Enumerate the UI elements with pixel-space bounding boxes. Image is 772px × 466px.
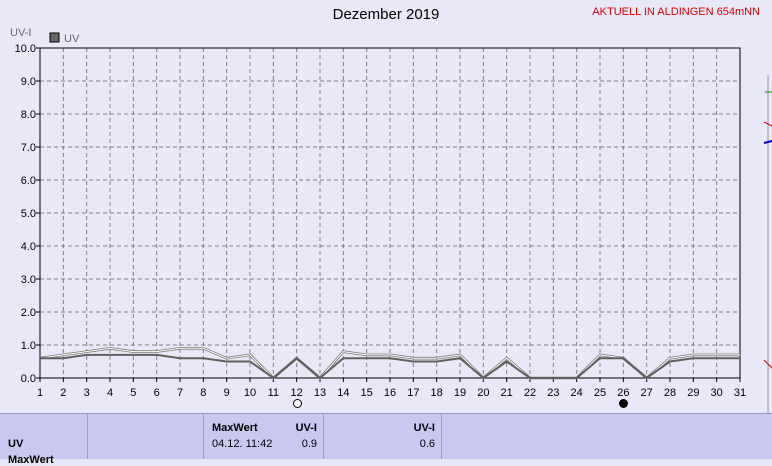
- x-tick-label: 22: [524, 387, 536, 399]
- x-tick-label: 17: [407, 387, 419, 399]
- y-axis: 0.0 1.0 2.0 3.0 4.0 5.0 6.0 7.0 8.0 9.0 10.0: [15, 43, 40, 385]
- y-tick-label: 4.0: [21, 241, 36, 253]
- table-label-cell: UV MaxWert: [0, 414, 88, 466]
- x-tick-label: 16: [384, 387, 396, 399]
- y-tick-label: 0.0: [21, 373, 36, 385]
- grid: [40, 48, 740, 378]
- x-tick-label: 12: [291, 387, 303, 399]
- x-axis: 1 2 3 4 5 6 7 8 9 10 11 12 13 14 15 16 17 18 19 20 21 22 23 24 2…: [37, 378, 746, 399]
- full-moon-icon: [292, 399, 302, 408]
- x-tick-label: 30: [711, 387, 723, 399]
- x-tick-label: 19: [454, 387, 466, 399]
- series-lines: [39, 346, 740, 380]
- chart-title: Dezember 2019: [332, 6, 440, 23]
- x-tick-label: 26: [617, 387, 629, 399]
- x-tick-label: 23: [547, 387, 559, 399]
- x-tick-label: 29: [687, 387, 699, 399]
- max-value: 0.9: [301, 438, 317, 450]
- x-tick-label: 21: [501, 387, 513, 399]
- y-tick-label: 8.0: [21, 109, 36, 121]
- x-tick-label: 27: [641, 387, 653, 399]
- y-tick-label: 10.0: [15, 43, 36, 55]
- x-tick-label: 6: [154, 387, 160, 399]
- y-tick-label: 7.0: [21, 142, 36, 154]
- x-tick-label: 25: [594, 387, 606, 399]
- new-moon-icon: [619, 399, 629, 408]
- max-time: 04.12. 11:42: [212, 438, 273, 450]
- x-tick-label: 14: [337, 387, 349, 399]
- x-tick-label: 9: [224, 387, 230, 399]
- legend-swatch-uv: [49, 32, 60, 43]
- table-empty-cell: [88, 414, 204, 459]
- y-tick-label: 6.0: [21, 175, 36, 187]
- x-tick-label: 31: [734, 387, 746, 399]
- station-label: AKTUELL IN ALDINGEN 654mNN: [592, 6, 760, 18]
- summary-table: UV MaxWert MaxWert UV-I 04.12. 11:42 0.9…: [0, 413, 772, 466]
- x-tick-label: 5: [130, 387, 136, 399]
- legend-label-uv: UV: [64, 33, 80, 45]
- x-tick-label: 13: [314, 387, 326, 399]
- value-header: UV-I: [413, 422, 435, 434]
- x-tick-label: 18: [431, 387, 443, 399]
- x-tick-label: 20: [477, 387, 489, 399]
- table-max-cell: MaxWert UV-I 04.12. 11:42 0.9: [204, 414, 324, 459]
- y-axis-label: UV-I: [10, 27, 31, 39]
- table-value-cell: UV-I 0.6: [324, 414, 442, 459]
- x-tick-label: 8: [200, 387, 206, 399]
- row-label: UV: [8, 438, 24, 450]
- x-tick-label: 28: [664, 387, 676, 399]
- max-header: MaxWert: [212, 422, 258, 434]
- y-tick-label: 5.0: [21, 208, 36, 220]
- x-tick-label: 10: [244, 387, 256, 399]
- x-tick-label: 15: [361, 387, 373, 399]
- right-edge-mark-blue: [763, 140, 772, 144]
- x-tick-label: 2: [60, 387, 66, 399]
- series-line-uv: [40, 353, 740, 380]
- x-tick-label: 7: [177, 387, 183, 399]
- y-tick-label: 9.0: [21, 76, 36, 88]
- y-tick-label: 1.0: [21, 340, 36, 352]
- y-tick-label: 3.0: [21, 274, 36, 286]
- x-tick-label: 4: [107, 387, 113, 399]
- x-tick-label: 11: [268, 387, 279, 399]
- max-unit-header: UV-I: [295, 422, 317, 434]
- x-tick-label: 3: [84, 387, 90, 399]
- right-edge-mark-red2: [763, 359, 772, 369]
- x-tick-label: 1: [37, 387, 43, 399]
- value-current: 0.6: [419, 438, 435, 450]
- y-tick-label: 2.0: [21, 307, 36, 319]
- right-edge-mark-red: [763, 121, 772, 127]
- x-tick-label: 24: [571, 387, 583, 399]
- row2-label: MaxWert: [8, 454, 54, 466]
